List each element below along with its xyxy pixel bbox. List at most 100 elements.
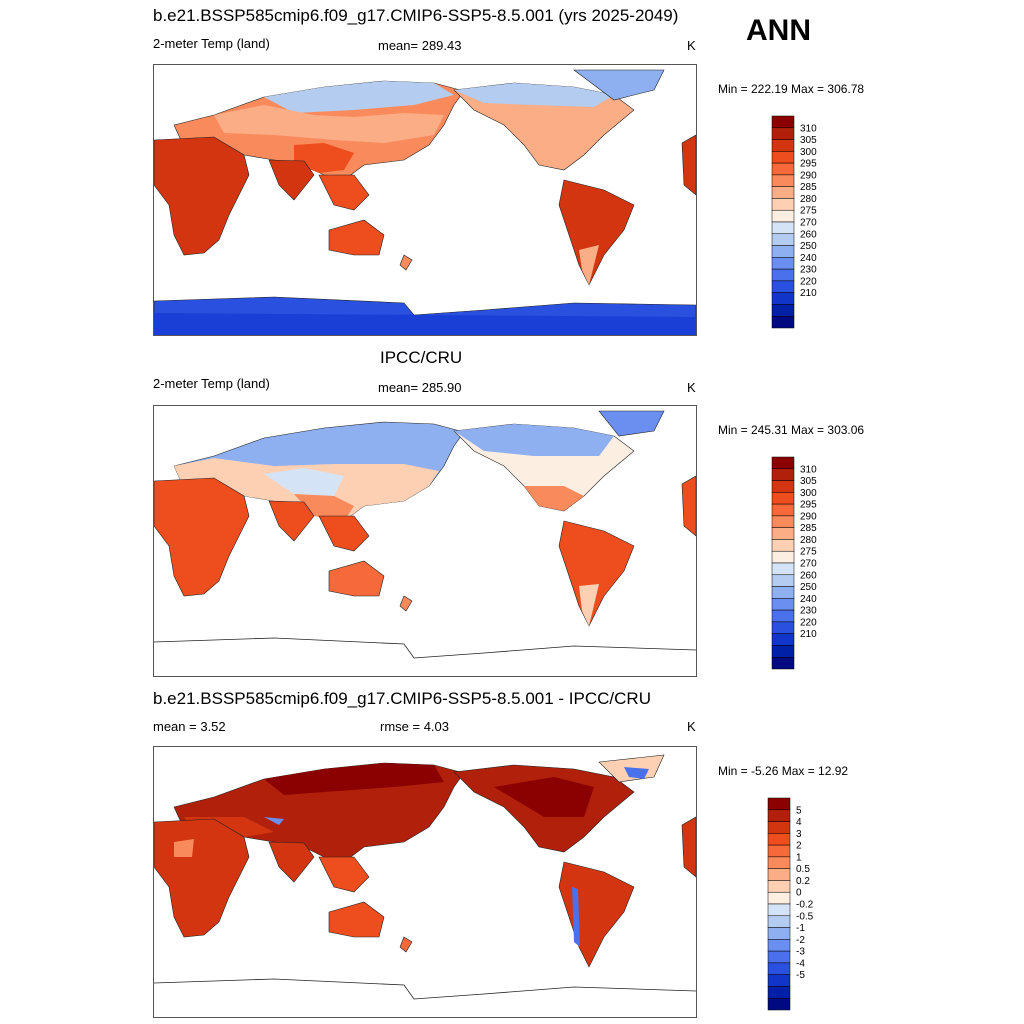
panel1-map (153, 64, 697, 336)
colorbar-swatch (771, 515, 795, 528)
colorbar-swatch (771, 550, 795, 564)
colorbar-swatch (771, 562, 795, 576)
colorbar-swatch (767, 939, 791, 952)
colorbar-swatch (771, 480, 795, 493)
panel2-title: IPCC/CRU (380, 348, 463, 367)
colorbar-swatch (771, 268, 795, 282)
panel2-mean: mean= 285.90 (378, 380, 462, 395)
colorbar-tick-label: 300 (800, 488, 817, 499)
colorbar-swatch (771, 115, 795, 129)
colorbar-swatch (767, 868, 791, 881)
colorbar-swatch (767, 997, 791, 1011)
colorbar-tick-label: 270 (800, 218, 817, 229)
colorbar-tick-label: 275 (800, 206, 817, 217)
colorbar-tick-label: 285 (800, 182, 817, 193)
colorbar-tick-label: 305 (800, 476, 817, 487)
colorbar-tick-label: 260 (800, 229, 817, 240)
panel2-map (153, 405, 697, 677)
colorbar-tick-label: -1 (796, 923, 805, 934)
panel2-map-svg (154, 410, 696, 659)
colorbar-swatch (771, 456, 795, 470)
colorbar-tick-label: 290 (800, 511, 817, 522)
panel2-colorbar: 310 305 300 295 290 285 280 275 270 260 250 240 230 2… (771, 456, 852, 671)
colorbar-swatch (767, 821, 791, 834)
colorbar-swatch (767, 809, 791, 822)
colorbar-tick-label: 260 (800, 570, 817, 581)
colorbar-tick-label: 210 (800, 629, 817, 640)
colorbar-swatch (771, 468, 795, 481)
colorbar-tick-label: 230 (800, 265, 817, 276)
colorbar-swatch (771, 315, 795, 329)
panel1-colorbar-svg: 3103053002952902852802752702602502402302… (771, 115, 817, 329)
panel1-left-label: 2-meter Temp (land) (153, 36, 270, 51)
colorbar-swatch (771, 656, 795, 670)
colorbar-tick-label: 250 (800, 241, 817, 252)
colorbar-swatch (771, 292, 795, 305)
colorbar-tick-label: 310 (800, 464, 817, 475)
colorbar-swatch (771, 280, 795, 293)
colorbar-swatch (771, 598, 795, 611)
panel2-units: K (687, 380, 696, 395)
panel2-left-label: 2-meter Temp (land) (153, 376, 270, 391)
colorbar-swatch (767, 797, 791, 811)
colorbar-swatch (771, 503, 795, 517)
colorbar-tick-label: 3 (796, 829, 802, 840)
colorbar-swatch (767, 891, 791, 905)
colorbar-swatch (771, 127, 795, 140)
colorbar-swatch (767, 950, 791, 964)
colorbar-tick-label: -0.2 (796, 900, 814, 911)
colorbar-tick-label: 0.2 (796, 876, 810, 887)
panel3-map (153, 746, 697, 1018)
colorbar-tick-label: 305 (800, 135, 817, 146)
panel3-units: K (687, 719, 696, 734)
colorbar-swatch (771, 198, 795, 211)
colorbar-tick-label: -5 (796, 970, 805, 981)
colorbar-swatch (771, 633, 795, 646)
colorbar-swatch (771, 586, 795, 599)
colorbar-tick-label: 220 (800, 617, 817, 628)
colorbar-tick-label: 310 (800, 123, 817, 134)
colorbar-swatch (771, 221, 795, 235)
colorbar-swatch (767, 844, 791, 858)
colorbar-swatch (767, 986, 791, 999)
colorbar-swatch (771, 609, 795, 623)
panel3-minmax: Min = -5.26 Max = 12.92 (718, 764, 849, 778)
colorbar-tick-label: 295 (800, 159, 817, 170)
colorbar-tick-label: -3 (796, 947, 805, 958)
panel1-mean: mean= 289.43 (378, 38, 462, 53)
colorbar-swatch (771, 162, 795, 176)
colorbar-tick-label: 240 (800, 594, 817, 605)
colorbar-tick-label: 210 (800, 288, 817, 299)
colorbar-swatch (771, 539, 795, 552)
colorbar-tick-label: 270 (800, 559, 817, 570)
colorbar-swatch (771, 621, 795, 634)
colorbar-swatch (771, 174, 795, 187)
colorbar-tick-label: 275 (800, 547, 817, 558)
colorbar-swatch (771, 574, 795, 587)
colorbar-swatch (767, 974, 791, 987)
colorbar-tick-label: 0.5 (796, 864, 810, 875)
colorbar-tick-label: 280 (800, 535, 817, 546)
colorbar-swatch (771, 151, 795, 164)
panel1-title: b.e21.BSSP585cmip6.f09_g17.CMIP6-SSP5-8.… (153, 6, 679, 25)
colorbar-tick-label: 4 (796, 817, 802, 828)
colorbar-swatch (771, 139, 795, 152)
colorbar-swatch (771, 257, 795, 270)
colorbar-tick-label: 5 (796, 805, 802, 816)
colorbar-tick-label: 220 (800, 276, 817, 287)
colorbar-tick-label: 2 (796, 841, 802, 852)
colorbar-swatch (767, 880, 791, 893)
colorbar-tick-label: 250 (800, 582, 817, 593)
colorbar-swatch (771, 304, 795, 317)
season-label: ANN (746, 14, 811, 47)
colorbar-tick-label: -4 (796, 958, 805, 969)
colorbar-tick-label: -0.5 (796, 911, 814, 922)
colorbar-swatch (767, 962, 791, 975)
colorbar-swatch (767, 856, 791, 869)
colorbar-tick-label: 285 (800, 523, 817, 534)
colorbar-swatch (771, 492, 795, 505)
panel2-minmax: Min = 245.31 Max = 303.06 (718, 423, 865, 437)
colorbar-tick-label: 1 (796, 852, 802, 863)
colorbar-swatch (771, 645, 795, 658)
